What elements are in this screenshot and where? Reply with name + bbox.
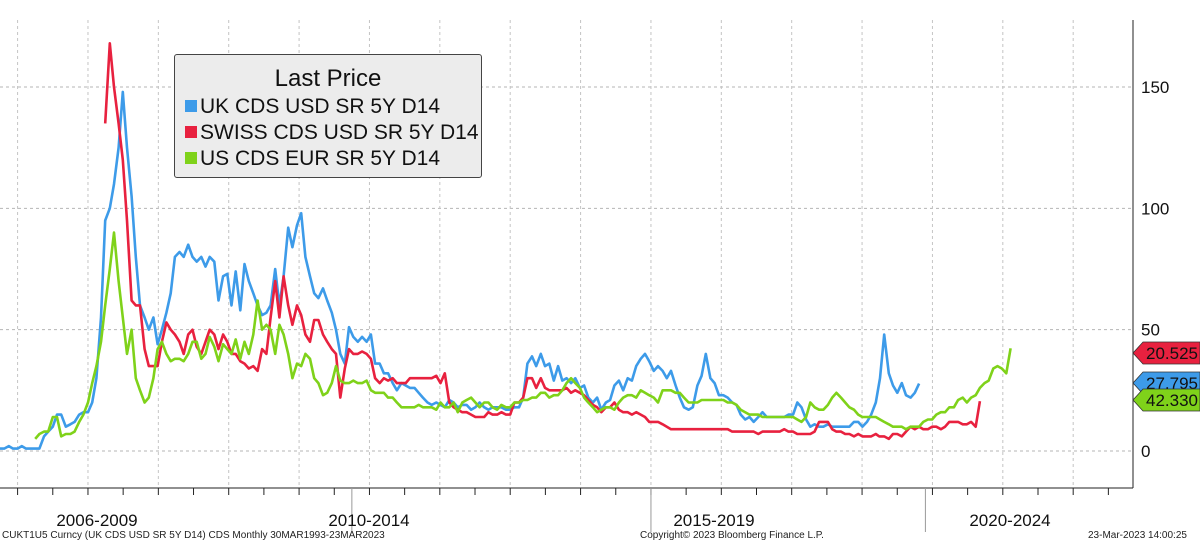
- legend-item-us: US CDS EUR SR 5Y D14: [185, 147, 440, 171]
- legend-label-us: US CDS EUR SR 5Y D14: [200, 147, 441, 170]
- y-tick-label-100: 100: [1141, 199, 1169, 218]
- y-tick-label-50: 50: [1141, 321, 1160, 340]
- legend-label-swiss: SWISS CDS USD SR 5Y D14: [200, 121, 479, 144]
- legend-item-swiss: SWISS CDS USD SR 5Y D14: [185, 121, 479, 145]
- footer-source: CUKT1U5 Curncy (UK CDS USD SR 5Y D14) CD…: [2, 530, 385, 541]
- legend-swatch-swiss: [185, 126, 197, 138]
- x-period-label-2: 2015-2019: [673, 511, 754, 530]
- x-period-label-1: 2010-2014: [328, 511, 409, 530]
- footer-timestamp: 23-Mar-2023 14:00:25: [1088, 530, 1187, 541]
- last-value-flag-text-0: 27.795: [1146, 374, 1198, 393]
- legend-title: Last Price: [274, 65, 382, 92]
- legend: Last Price UK CDS USD SR 5Y D14 SWISS CD…: [174, 54, 482, 178]
- legend-label-uk: UK CDS USD SR 5Y D14: [200, 95, 441, 118]
- series-line-2: [34, 231, 1012, 440]
- grid-lines: [0, 20, 1133, 488]
- last-value-flag-2: 42.330: [1132, 388, 1200, 412]
- x-period-label-3: 2020-2024: [969, 511, 1050, 530]
- last-value-flag-1: 20.525: [1132, 341, 1200, 365]
- series-lines: [0, 42, 1012, 450]
- legend-swatch-us: [185, 152, 197, 164]
- y-tick-label-150: 150: [1141, 78, 1169, 97]
- footer-copyright: Copyright© 2023 Bloomberg Finance L.P.: [640, 530, 824, 541]
- y-tick-label-0: 0: [1141, 442, 1150, 461]
- last-value-flags: 27.795 20.525 42.330: [1132, 341, 1200, 412]
- series-line-1: [103, 42, 982, 441]
- axes: 0 50 100 150 2006-2009 2010-2014 2015-2019 2020…: [0, 20, 1169, 532]
- last-value-flag-bg-2: [1132, 388, 1200, 412]
- x-period-label-0: 2006-2009: [56, 511, 137, 530]
- last-value-flag-bg-1: [1132, 341, 1200, 365]
- last-value-flag-text-2: 42.330: [1146, 391, 1198, 410]
- legend-swatch-uk: [185, 100, 197, 112]
- last-value-flag-text-1: 20.525: [1146, 344, 1198, 363]
- legend-item-uk: UK CDS USD SR 5Y D14: [185, 95, 440, 119]
- last-value-flag-0: 27.795: [1132, 371, 1200, 395]
